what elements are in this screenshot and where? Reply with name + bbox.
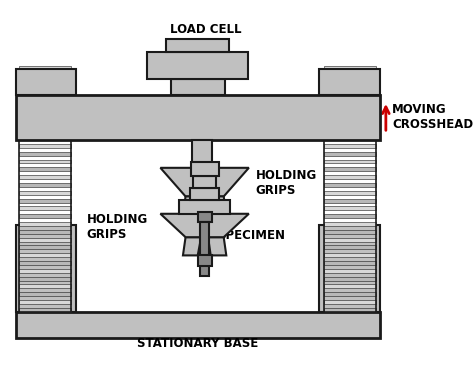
Bar xyxy=(324,66,376,70)
Bar xyxy=(324,300,376,304)
Bar xyxy=(16,69,76,95)
Bar xyxy=(324,285,376,288)
Bar xyxy=(19,246,71,249)
Bar xyxy=(324,175,376,179)
Bar xyxy=(324,199,376,202)
Bar xyxy=(324,69,376,312)
Bar xyxy=(19,183,71,187)
Bar xyxy=(19,113,71,117)
Bar xyxy=(19,160,71,163)
Bar xyxy=(324,183,376,187)
Text: SPECIMEN: SPECIMEN xyxy=(217,229,285,242)
Text: STATIONARY BASE: STATIONARY BASE xyxy=(137,337,258,350)
Bar xyxy=(324,121,376,124)
Bar xyxy=(324,230,376,234)
Bar xyxy=(319,225,380,312)
Bar xyxy=(192,140,211,168)
Bar xyxy=(19,300,71,304)
Bar xyxy=(19,152,71,156)
Bar xyxy=(19,136,71,140)
Bar xyxy=(16,225,76,312)
Polygon shape xyxy=(160,214,249,237)
Polygon shape xyxy=(160,168,249,196)
Bar xyxy=(19,269,71,273)
Bar xyxy=(19,168,71,171)
Bar xyxy=(324,152,376,156)
Bar xyxy=(171,79,225,95)
Bar xyxy=(324,89,376,93)
Bar xyxy=(324,253,376,257)
Polygon shape xyxy=(208,237,226,255)
Bar xyxy=(324,277,376,280)
Bar xyxy=(19,230,71,234)
Bar xyxy=(19,74,71,78)
Bar xyxy=(324,74,376,78)
Bar xyxy=(19,66,71,70)
Text: LOAD CELL: LOAD CELL xyxy=(170,23,241,36)
Bar xyxy=(19,238,71,241)
Bar xyxy=(190,188,219,200)
Bar xyxy=(19,285,71,288)
Bar xyxy=(324,238,376,241)
Bar xyxy=(19,277,71,280)
Bar xyxy=(16,95,380,140)
Bar xyxy=(324,128,376,132)
Bar xyxy=(19,191,71,195)
Bar xyxy=(324,113,376,117)
Bar xyxy=(19,121,71,124)
Polygon shape xyxy=(183,196,201,215)
Bar xyxy=(198,212,211,222)
Bar xyxy=(19,199,71,202)
Bar xyxy=(19,207,71,210)
Bar xyxy=(324,207,376,210)
Text: HOLDING
GRIPS: HOLDING GRIPS xyxy=(256,169,317,197)
Bar xyxy=(180,200,230,214)
Bar xyxy=(193,175,216,188)
Bar xyxy=(324,214,376,218)
Polygon shape xyxy=(208,196,226,215)
Bar xyxy=(19,69,71,312)
Bar xyxy=(19,292,71,296)
Bar xyxy=(319,69,380,95)
Bar xyxy=(324,160,376,163)
Bar xyxy=(324,97,376,101)
Bar xyxy=(324,168,376,171)
Bar xyxy=(324,105,376,109)
Text: MOVING
CROSSHEAD: MOVING CROSSHEAD xyxy=(392,103,473,131)
Text: HOLDING
GRIPS: HOLDING GRIPS xyxy=(87,213,148,241)
Bar xyxy=(324,269,376,273)
Bar xyxy=(19,81,71,85)
Bar xyxy=(19,89,71,93)
Bar xyxy=(201,222,209,276)
Bar xyxy=(19,261,71,265)
Bar xyxy=(19,253,71,257)
Bar xyxy=(147,52,248,79)
Bar xyxy=(324,191,376,195)
Bar xyxy=(324,81,376,85)
Bar xyxy=(324,136,376,140)
Bar xyxy=(324,144,376,148)
Bar xyxy=(19,222,71,226)
Bar xyxy=(191,162,219,175)
Bar xyxy=(324,308,376,312)
Bar xyxy=(19,144,71,148)
Bar xyxy=(324,246,376,249)
Bar xyxy=(19,105,71,109)
Bar xyxy=(324,292,376,296)
Bar xyxy=(324,222,376,226)
Bar xyxy=(324,261,376,265)
Bar xyxy=(16,312,380,338)
Bar xyxy=(166,39,229,52)
Bar xyxy=(19,308,71,312)
Bar xyxy=(198,255,211,266)
Bar xyxy=(19,128,71,132)
Bar xyxy=(19,175,71,179)
Bar xyxy=(19,97,71,101)
Polygon shape xyxy=(183,237,201,255)
Bar xyxy=(19,214,71,218)
